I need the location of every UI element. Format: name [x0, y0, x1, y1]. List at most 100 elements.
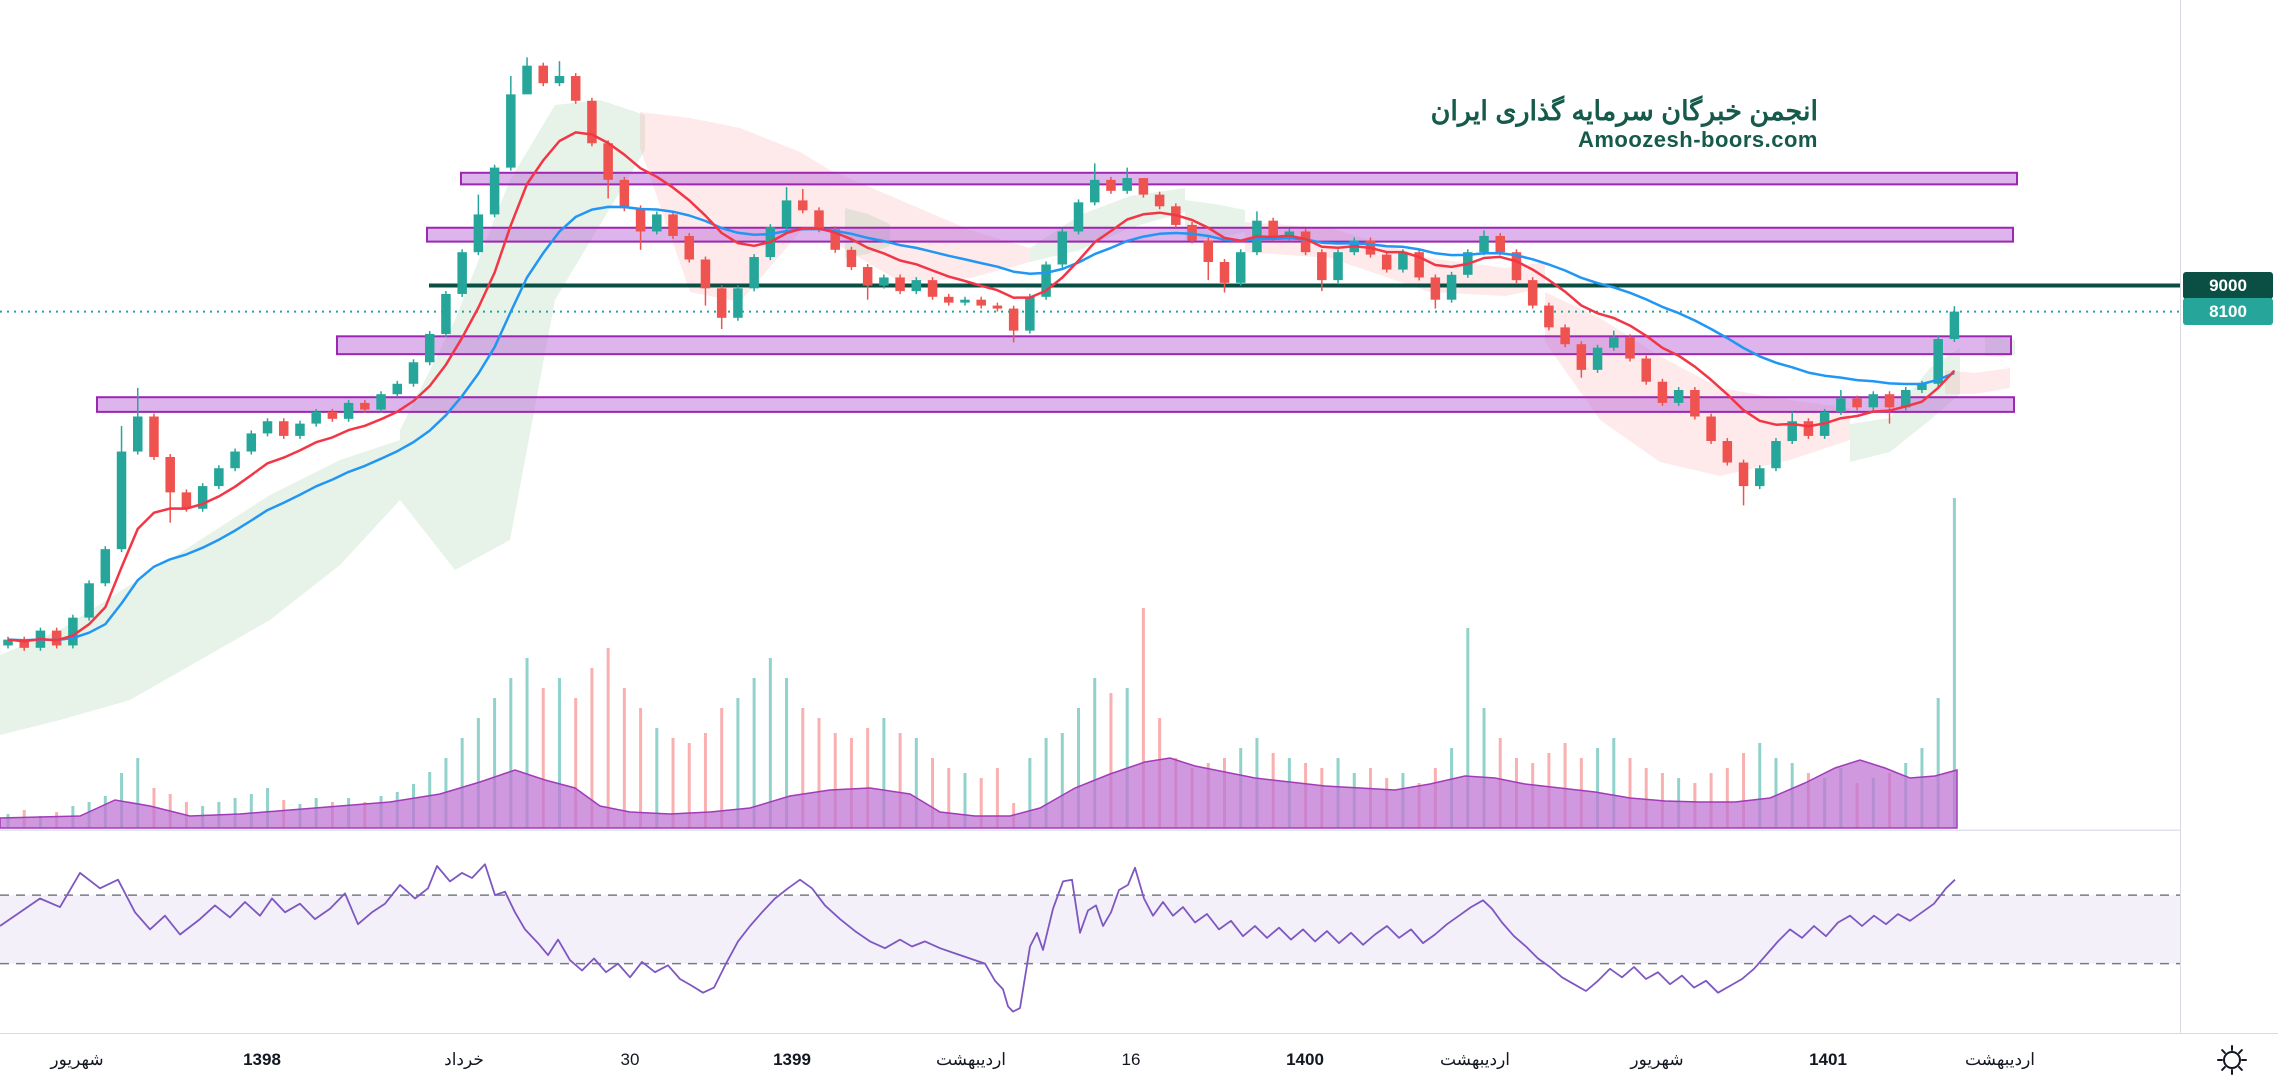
- volume-bar: [1077, 708, 1081, 828]
- candle-body: [781, 200, 792, 228]
- candle-body: [3, 639, 13, 646]
- volume-bar: [1125, 688, 1129, 828]
- candle-body: [1414, 252, 1424, 278]
- pane-separator[interactable]: [0, 830, 2180, 831]
- candle-body: [230, 451, 240, 469]
- time-tick-label: شهریور: [50, 1050, 104, 1069]
- candle-body: [1803, 421, 1814, 436]
- candle-body: [376, 394, 386, 410]
- candle-body: [343, 402, 354, 419]
- candle-body: [100, 549, 111, 584]
- ichimoku-cloud: [830, 170, 1030, 282]
- candle-body: [295, 423, 305, 436]
- price-scale[interactable]: 2400018000140001100060004400340026002000…: [2180, 0, 2278, 1033]
- volume-bar: [1028, 758, 1032, 828]
- supply-demand-zone[interactable]: [336, 335, 2012, 356]
- time-tick-label: خرداد: [444, 1050, 484, 1069]
- ma-line-slow: [7, 205, 1955, 642]
- candle-body: [1576, 344, 1587, 370]
- supply-demand-zone[interactable]: [460, 171, 2018, 186]
- candle-body: [1495, 235, 1505, 253]
- candle-body: [457, 252, 467, 294]
- candle-body: [635, 208, 646, 232]
- volume-bar: [557, 678, 561, 828]
- candle-body: [1073, 202, 1084, 232]
- volume-bar: [995, 768, 999, 828]
- last-price-badge: 8100: [2183, 298, 2273, 326]
- volume-bar: [622, 688, 626, 828]
- candle-body: [1089, 179, 1100, 203]
- candle-body: [1852, 398, 1862, 408]
- candle-body: [441, 293, 451, 334]
- ref-price-badge: 9000: [2183, 272, 2273, 300]
- volume-bar: [703, 733, 707, 828]
- candle-body: [278, 421, 289, 436]
- time-tick-label: اردیبهشت: [935, 1050, 1007, 1069]
- volume-bar: [801, 708, 805, 828]
- volume-bar: [736, 698, 740, 828]
- candle-body: [1511, 252, 1522, 281]
- time-tick-label: شهریور: [1630, 1050, 1684, 1069]
- candle-body: [1787, 421, 1797, 442]
- time-tick-label: اردیبهشت: [1439, 1050, 1511, 1069]
- candle-body: [1154, 194, 1165, 207]
- volume-bar: [493, 698, 497, 828]
- ichimoku-cloud: [1945, 368, 2010, 394]
- volume-bar: [476, 718, 480, 828]
- volume-ma-area: [0, 757, 1958, 829]
- volume-bar: [1044, 738, 1048, 828]
- candle-body: [1900, 389, 1911, 408]
- supply-demand-zone[interactable]: [96, 396, 2015, 413]
- candle-body: [960, 299, 970, 303]
- candle-body: [1219, 261, 1230, 283]
- time-scale[interactable]: شهریور 1398 خرداد 30 1399 اردیبهشت 16 1400 اردیب…: [0, 1033, 2278, 1088]
- candle-body: [716, 288, 727, 318]
- ma-line-fast: [7, 131, 1956, 643]
- volume-bar: [687, 743, 691, 828]
- candle-body: [19, 639, 29, 648]
- candle-body: [133, 416, 143, 452]
- candle-body: [408, 362, 419, 384]
- volume-bar: [947, 768, 951, 828]
- rsi-line: [0, 863, 1956, 1013]
- volume-bar: [1742, 753, 1746, 828]
- volume-bar: [1093, 678, 1097, 828]
- volume-bar: [931, 758, 935, 828]
- volume-bar: [233, 798, 237, 828]
- volume-bar: [574, 698, 578, 828]
- candle-body: [1122, 178, 1132, 191]
- volume-bar: [882, 718, 886, 828]
- candle-body: [554, 76, 565, 84]
- volume-bar: [1725, 768, 1729, 828]
- candle-body: [976, 299, 986, 306]
- candle-body: [392, 383, 403, 395]
- candle-body: [1138, 178, 1149, 195]
- candle-body: [749, 257, 759, 289]
- candle-body: [197, 486, 208, 509]
- volume-bar: [525, 658, 529, 828]
- candle-body: [944, 296, 954, 303]
- candle-body: [1673, 389, 1684, 403]
- candle-body: [165, 456, 175, 493]
- volume-bar: [1709, 773, 1713, 828]
- candle-body: [1657, 381, 1668, 403]
- candle-body: [246, 433, 257, 452]
- time-tick-label: 16: [1121, 1050, 1141, 1069]
- candle-body: [311, 411, 321, 424]
- sun-icon[interactable]: [2212, 1040, 2252, 1080]
- volume-bar: [898, 733, 902, 828]
- candle-body: [1933, 339, 1943, 384]
- candle-body: [149, 416, 159, 457]
- volume-bar: [1628, 758, 1632, 828]
- candle-body: [1041, 264, 1051, 297]
- candle-body: [1560, 327, 1570, 345]
- candle-body: [1479, 235, 1489, 253]
- candle-body: [327, 411, 338, 419]
- candle-body: [1268, 220, 1278, 239]
- volume-bar: [1060, 733, 1064, 828]
- volume-bar: [849, 738, 853, 828]
- candle-body: [603, 143, 613, 180]
- volume-bar: [768, 658, 772, 828]
- time-tick-label: اردیبهشت: [1964, 1050, 2036, 1069]
